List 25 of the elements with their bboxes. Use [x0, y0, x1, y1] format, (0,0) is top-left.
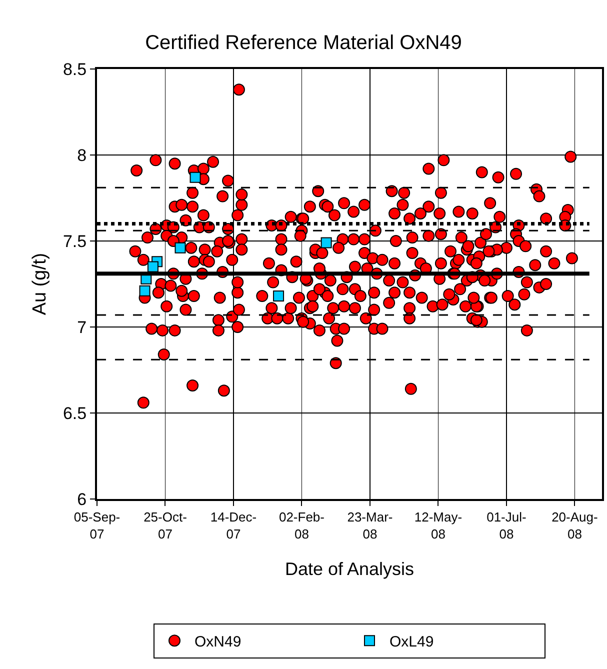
x-tick-label: 23-Mar-08 — [347, 510, 393, 542]
y-tick-label: 6 — [77, 490, 87, 509]
y-tick-label: 8 — [77, 146, 87, 165]
x-tick-label: 12-May-08 — [414, 510, 462, 542]
y-tick-label: 6.5 — [62, 404, 87, 423]
x-tick-label: 01-Jul-08 — [486, 510, 526, 542]
y-tick-label: 7.5 — [62, 232, 87, 251]
point — [139, 285, 150, 296]
x-tick-label: 14-Dec-07 — [210, 510, 257, 542]
x-tick-label: 25-Oct-07 — [144, 510, 187, 542]
y-tick-label: 8.5 — [62, 60, 87, 79]
point — [320, 237, 332, 248]
point — [174, 242, 186, 254]
chart-title: Certified Reference Material OxN49 — [145, 32, 462, 54]
y-axis-title: Au (g/t) — [29, 252, 50, 316]
point — [273, 290, 284, 302]
x-tick-label: 20-Aug-08 — [552, 510, 598, 542]
x-tick-label: 02-Feb-08 — [278, 510, 324, 542]
legend-label: OxL49 — [390, 634, 434, 650]
point — [190, 172, 201, 183]
y-tick-label: 7 — [77, 318, 87, 337]
legend-label: OxN49 — [194, 634, 242, 650]
point — [147, 261, 158, 272]
x-tick-label: 05-Sep-07 — [74, 510, 120, 542]
x-axis-title: Date of Analysis — [284, 559, 414, 580]
